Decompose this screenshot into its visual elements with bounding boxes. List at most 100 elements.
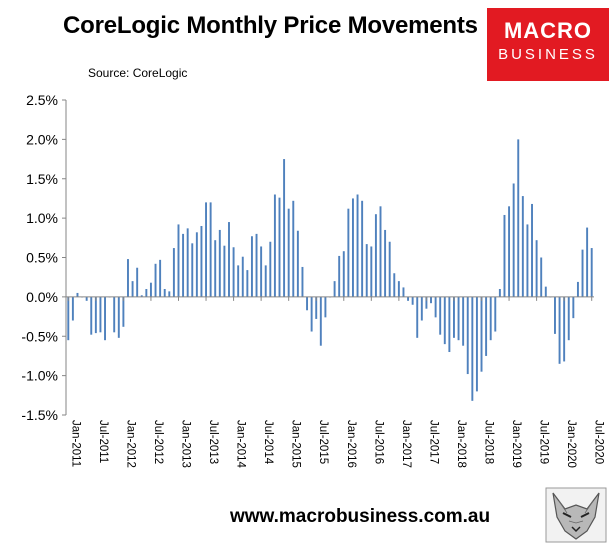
bar [117, 296, 120, 338]
bar [149, 282, 152, 297]
bar [544, 286, 547, 297]
bar [168, 291, 171, 297]
logo-line-1: MACRO [503, 18, 593, 43]
x-tick-label: Jan-2017 [400, 420, 412, 468]
bar [264, 265, 267, 297]
macrobusiness-logo: MACRO BUSINESS [487, 8, 609, 81]
x-axis: Jan-2011 Jul-2011 Jan-2012 Jul-2012 Jan-2013… [66, 296, 605, 469]
bar [558, 296, 561, 364]
bar [250, 236, 253, 297]
x-tick-label: Jul-2011 [97, 420, 109, 463]
x-tick-label: Jul-2012 [152, 420, 164, 464]
bar [90, 296, 93, 335]
y-tick-label: 1.0% [26, 210, 58, 226]
bar [228, 222, 230, 297]
bar [324, 296, 327, 318]
bar [397, 281, 400, 297]
bar [494, 296, 497, 332]
bar [99, 296, 102, 333]
bar [94, 296, 97, 334]
bar [471, 296, 474, 401]
chart-title: CoreLogic Monthly Price Movements [63, 12, 478, 39]
bars-group [67, 139, 593, 401]
bar [576, 281, 579, 297]
bar [241, 256, 244, 297]
bar [356, 194, 359, 297]
bar [434, 296, 437, 318]
bar [379, 206, 382, 297]
bar [209, 202, 212, 297]
bar [76, 292, 79, 297]
bar [172, 248, 175, 297]
bar [384, 229, 387, 297]
bar [218, 229, 221, 297]
bar [200, 226, 203, 297]
bar [145, 289, 148, 297]
bar [416, 296, 419, 338]
wolf-logo-icon [545, 487, 607, 543]
bar [296, 230, 299, 297]
bar [292, 200, 295, 297]
bar [71, 296, 74, 321]
source-note: Source: CoreLogic [88, 66, 188, 80]
bar [122, 296, 125, 327]
bar [388, 241, 391, 297]
bar [430, 296, 432, 304]
bar [310, 296, 313, 332]
x-tick-label: Jan-2016 [345, 420, 357, 468]
bar [237, 265, 240, 297]
y-tick-label: -0.5% [21, 328, 58, 344]
bar [374, 214, 377, 297]
bar [526, 224, 529, 297]
bar [273, 194, 276, 297]
bar [136, 267, 139, 297]
bar [443, 296, 446, 345]
bar [462, 296, 465, 346]
x-tick-label: Jan-2011 [69, 420, 81, 467]
bar [342, 251, 345, 297]
bar [287, 208, 290, 297]
bar [489, 296, 492, 341]
bar [453, 296, 455, 338]
bar [407, 296, 410, 301]
bar [448, 296, 451, 353]
bar [195, 232, 198, 297]
bar [365, 244, 368, 297]
bar [338, 255, 341, 297]
x-tick-label: Jul-2016 [372, 420, 384, 464]
bar [503, 214, 506, 297]
website-url: www.macrobusiness.com.au [230, 506, 491, 527]
bar [269, 241, 272, 297]
bar [104, 296, 106, 341]
bar [163, 289, 166, 297]
bar [521, 196, 524, 297]
x-tick-label: Jul-2013 [207, 420, 219, 464]
x-tick-label: Jul-2017 [427, 420, 439, 464]
bar [319, 296, 322, 346]
bar [411, 296, 414, 305]
y-axis: 2.5% 2.0% 1.5% 1.0% 0.5% 0.0% -0.5% -1.0% -1.5% [21, 92, 67, 423]
x-tick-label: Jul-2015 [317, 420, 329, 464]
bar [260, 246, 263, 297]
bar [370, 246, 373, 297]
bar [315, 296, 318, 319]
bar [113, 296, 116, 333]
bar [182, 233, 185, 297]
bar [186, 228, 189, 297]
y-tick-label: -1.5% [21, 407, 58, 423]
x-tick-label: Jul-2014 [262, 420, 274, 465]
bar [393, 273, 396, 297]
bar [191, 243, 194, 297]
x-tick-label: Jul-2019 [538, 420, 550, 464]
bar [278, 197, 281, 297]
bar [517, 139, 520, 297]
bar [439, 296, 442, 335]
bar [572, 296, 575, 319]
y-tick-label: 0.5% [26, 250, 58, 266]
x-tick-label: Jan-2019 [510, 420, 522, 468]
bar [420, 296, 423, 321]
y-tick-label: 1.5% [26, 171, 58, 187]
bar [563, 296, 566, 362]
bar [131, 281, 134, 297]
bar [154, 263, 157, 297]
